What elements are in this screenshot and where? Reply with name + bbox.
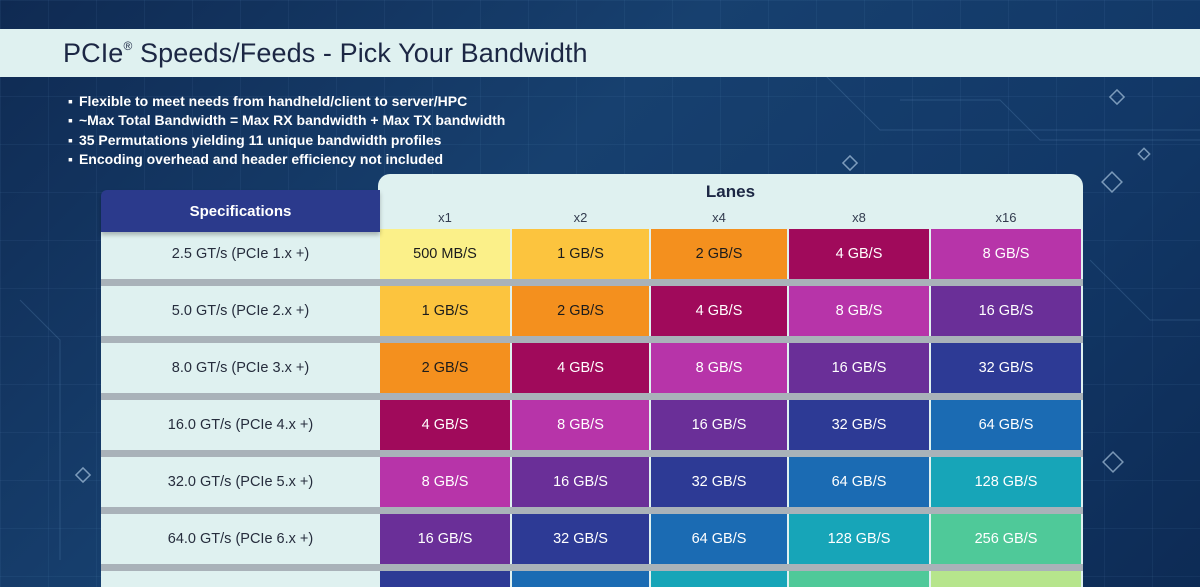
bandwidth-cell: 1 GB/S <box>380 286 510 336</box>
bullet-item: 35 Permutations yielding 11 unique bandw… <box>68 131 505 150</box>
row-label: 5.0 GT/s (PCIe 2.x +) <box>171 303 310 319</box>
row-label: 16.0 GT/s (PCIe 4.x +) <box>167 417 314 433</box>
bullet-item: Encoding overhead and header efficiency … <box>68 150 505 169</box>
lane-label-x8: x8 <box>852 210 866 225</box>
bandwidth-cell: 2 GB/S <box>380 343 510 393</box>
bandwidth-cell: 16 GB/S <box>651 400 787 450</box>
bandwidth-cell: 2 GB/S <box>651 229 787 279</box>
lane-label-x4: x4 <box>712 210 726 225</box>
title-main: PCIe <box>63 38 124 68</box>
bullet-item: ~Max Total Bandwidth = Max RX bandwidth … <box>68 111 505 130</box>
bandwidth-cell: 128 GB/S <box>931 457 1081 507</box>
lane-label-x16: x16 <box>995 210 1017 225</box>
bandwidth-cell: 2 GB/S <box>512 286 649 336</box>
bandwidth-cell: 16 GB/S <box>789 343 929 393</box>
bandwidth-cell: 16 GB/S <box>931 286 1081 336</box>
lane-label-x1: x1 <box>438 210 452 225</box>
row-divider <box>101 393 1083 400</box>
row-divider <box>101 507 1083 514</box>
bandwidth-cell: 16 GB/S <box>380 514 510 564</box>
bandwidth-cell-partial <box>789 571 929 587</box>
bandwidth-cell-partial <box>651 571 787 587</box>
bandwidth-cell: 4 GB/S <box>512 343 649 393</box>
bandwidth-cell: 16 GB/S <box>512 457 649 507</box>
bandwidth-cell: 32 GB/S <box>651 457 787 507</box>
bandwidth-cell: 4 GB/S <box>789 229 929 279</box>
bandwidth-cell: 8 GB/S <box>651 343 787 393</box>
bandwidth-cell: 8 GB/S <box>931 229 1081 279</box>
title-rest: Speeds/Feeds - Pick Your Bandwidth <box>132 38 588 68</box>
bandwidth-cell: 32 GB/S <box>931 343 1081 393</box>
bandwidth-cell: 8 GB/S <box>380 457 510 507</box>
row-label: 2.5 GT/s (PCIe 1.x +) <box>171 246 310 262</box>
bandwidth-cell: 8 GB/S <box>512 400 649 450</box>
lane-label-x2: x2 <box>573 210 588 225</box>
page-title: PCIe® Speeds/Feeds - Pick Your Bandwidth <box>63 38 588 69</box>
row-divider <box>101 279 1083 286</box>
row-label: 64.0 GT/s (PCIe 6.x +) <box>167 531 314 547</box>
row-divider <box>101 336 1083 343</box>
bandwidth-cell: 4 GB/S <box>380 400 510 450</box>
specifications-column <box>101 229 380 587</box>
bandwidth-cell: 64 GB/S <box>931 400 1081 450</box>
bandwidth-cell: 4 GB/S <box>651 286 787 336</box>
specifications-header: Specifications <box>101 190 380 232</box>
row-label: 32.0 GT/s (PCIe 5.x +) <box>167 474 314 490</box>
bandwidth-cell: 128 GB/S <box>789 514 929 564</box>
bandwidth-cell: 256 GB/S <box>931 514 1081 564</box>
bandwidth-cell: 32 GB/S <box>512 514 649 564</box>
row-divider <box>101 564 1083 571</box>
row-divider <box>101 450 1083 457</box>
bandwidth-cell-partial <box>931 571 1081 587</box>
bullet-list: Flexible to meet needs from handheld/cli… <box>68 92 505 169</box>
title-bar: PCIe® Speeds/Feeds - Pick Your Bandwidth <box>0 29 1200 77</box>
row-label: 8.0 GT/s (PCIe 3.x +) <box>171 360 310 376</box>
bullet-item: Flexible to meet needs from handheld/cli… <box>68 92 505 111</box>
bandwidth-cell: 64 GB/S <box>651 514 787 564</box>
bandwidth-cell: 1 GB/S <box>512 229 649 279</box>
bandwidth-cell: 32 GB/S <box>789 400 929 450</box>
bandwidth-cell: 8 GB/S <box>789 286 929 336</box>
bandwidth-cell-partial <box>512 571 649 587</box>
registered-mark: ® <box>123 39 133 53</box>
bandwidth-cell: 500 MB/S <box>380 229 510 279</box>
specifications-header-label: Specifications <box>189 203 292 220</box>
bandwidth-cell-partial <box>380 571 510 587</box>
bandwidth-cell: 64 GB/S <box>789 457 929 507</box>
lanes-title: Lanes <box>705 182 756 201</box>
